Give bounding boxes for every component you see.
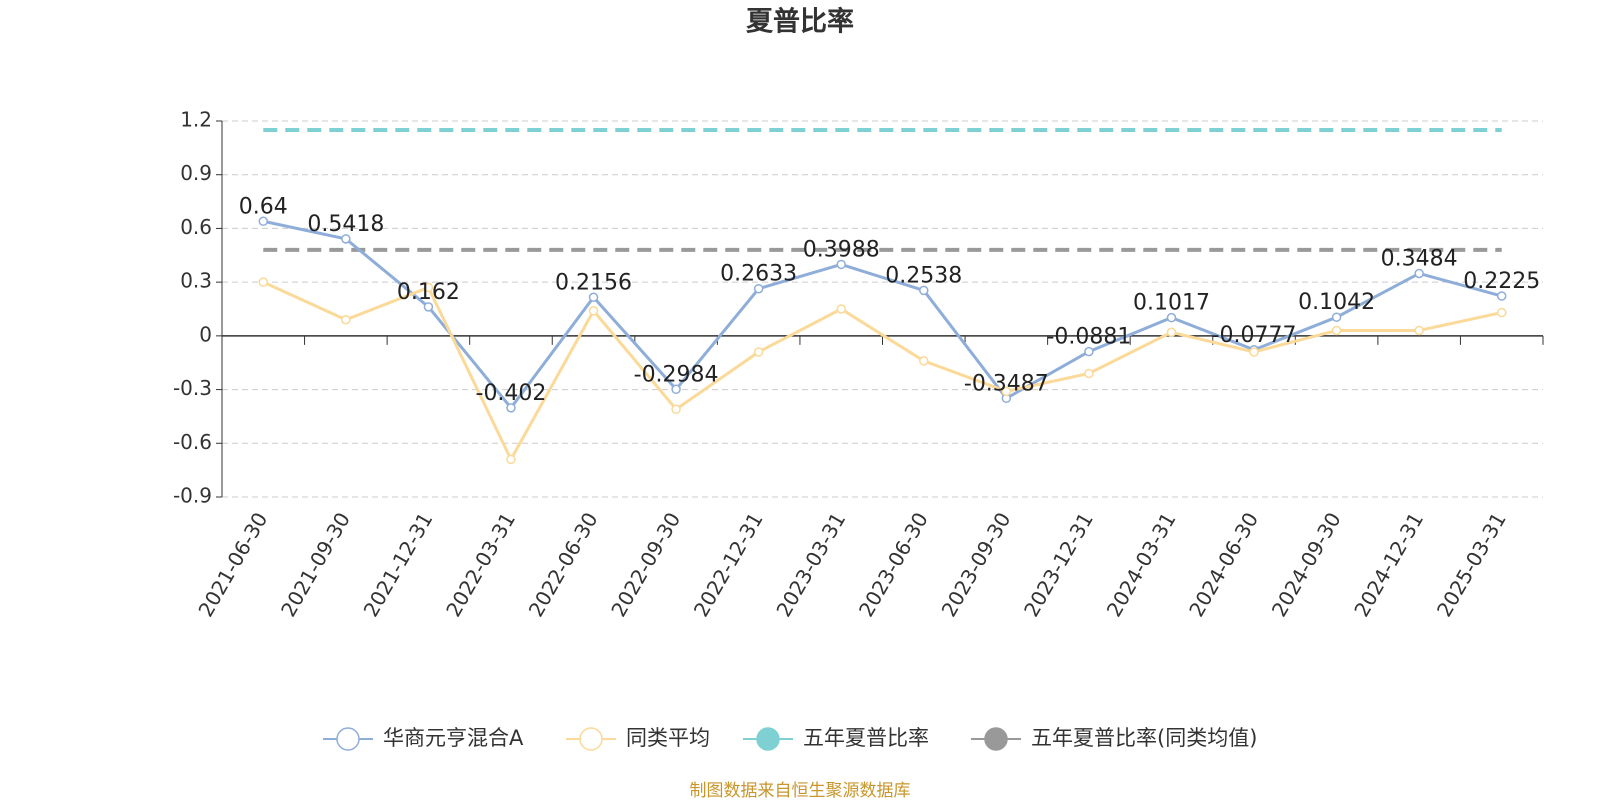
data-point — [836, 304, 846, 314]
data-label: 0.64 — [239, 194, 288, 219]
x-tick-label: 2021-12-31 — [359, 508, 438, 621]
data-point — [753, 283, 764, 294]
data-label: -0.0881 — [1046, 325, 1131, 350]
data-point — [1249, 347, 1259, 357]
x-tick-label: 2024-09-30 — [1267, 508, 1346, 621]
data-point — [671, 384, 681, 395]
legend-marker — [579, 727, 603, 751]
x-tick-label: 2022-06-30 — [524, 508, 603, 621]
data-point — [671, 404, 681, 415]
y-tick-label: 0.3 — [180, 269, 212, 293]
data-point — [919, 356, 929, 366]
data-label: 0.5418 — [307, 212, 384, 237]
x-tick-label: 2021-06-30 — [193, 508, 272, 621]
series-line — [262, 219, 1503, 411]
x-tick-label: 2022-09-30 — [606, 508, 685, 621]
data-point — [1166, 312, 1177, 323]
data-label: 0.2538 — [885, 263, 962, 288]
legend-label: 五年夏普比率(同类均值) — [1031, 726, 1257, 750]
x-tick-label: 2024-06-30 — [1184, 508, 1263, 621]
data-point — [588, 292, 599, 303]
data-point — [1414, 325, 1424, 336]
data-label: 0.1017 — [1133, 291, 1210, 316]
x-tick-label: 2024-03-31 — [1102, 508, 1181, 621]
x-tick-label: 2024-12-31 — [1349, 508, 1428, 621]
data-label: 0.3988 — [803, 237, 880, 262]
x-tick-label: 2023-06-30 — [854, 508, 933, 621]
y-tick-label: -0.9 — [173, 484, 212, 508]
y-tick-label: 0 — [199, 322, 212, 346]
data-point — [506, 454, 516, 465]
data-point — [1496, 307, 1507, 318]
data-label: -0.0777 — [1212, 323, 1297, 348]
data-label: 0.162 — [397, 280, 460, 305]
data-point — [1166, 327, 1177, 338]
x-tick-label: 2021-09-30 — [276, 508, 355, 621]
y-tick-label: -0.6 — [173, 430, 212, 454]
data-point — [753, 347, 764, 357]
x-tick-label: 2023-09-30 — [937, 508, 1016, 621]
x-tick-label: 2023-03-31 — [771, 508, 850, 621]
y-tick-label: -0.3 — [173, 376, 212, 400]
data-point — [341, 234, 351, 244]
x-tick-label: 2025-03-31 — [1432, 508, 1511, 621]
data-point — [1496, 291, 1507, 301]
data-point — [836, 259, 846, 270]
data-label: -0.402 — [476, 381, 547, 406]
data-point — [1001, 386, 1012, 397]
data-label: -0.2984 — [634, 362, 719, 387]
data-point — [1084, 368, 1094, 379]
data-label: -0.3487 — [964, 371, 1049, 396]
data-point — [1331, 312, 1342, 322]
data-point — [258, 216, 269, 227]
x-tick-label: 2022-12-31 — [689, 508, 768, 621]
data-point — [588, 306, 599, 316]
legend-label: 五年夏普比率 — [803, 726, 929, 750]
data-point — [341, 314, 351, 325]
data-label: 0.2633 — [720, 262, 797, 287]
y-tick-label: 0.6 — [180, 215, 212, 239]
legend-marker — [756, 727, 780, 751]
data-point — [258, 277, 269, 287]
data-point — [919, 285, 929, 296]
x-tick-label: 2022-03-31 — [441, 508, 520, 621]
data-point — [1331, 325, 1342, 336]
y-tick-label: 0.9 — [180, 161, 212, 185]
series-line — [262, 280, 1503, 463]
data-label: 0.2156 — [555, 270, 632, 295]
legend-label: 华商元亨混合A — [383, 726, 524, 750]
data-label: 0.3484 — [1381, 246, 1458, 271]
data-point — [423, 302, 434, 312]
data-point — [1414, 268, 1424, 279]
legend-label: 同类平均 — [626, 726, 710, 750]
legend-marker — [336, 727, 360, 751]
chart-title: 夏普比率 — [746, 6, 854, 38]
x-tick-label: 2023-12-31 — [1019, 508, 1098, 621]
legend-marker — [984, 727, 1008, 751]
data-label: 0.1042 — [1298, 290, 1375, 315]
source-note: 制图数据来自恒生聚源数据库 — [690, 781, 911, 800]
data-point — [506, 403, 516, 413]
data-point — [1084, 346, 1094, 357]
data-point — [423, 282, 434, 293]
data-label: 0.2225 — [1463, 269, 1540, 294]
y-tick-label: 1.2 — [180, 108, 212, 132]
